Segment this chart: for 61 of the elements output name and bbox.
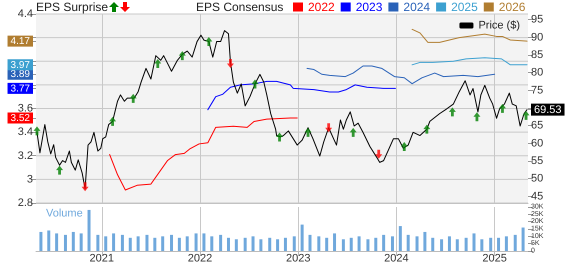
point — [251, 79, 258, 88]
point — [498, 104, 506, 113]
x-tick-label: 2022 — [188, 252, 212, 264]
legend-label: 2026 — [498, 0, 526, 14]
y2-tick-label: 85 — [531, 48, 544, 61]
text: EPS Surprise — [36, 0, 108, 14]
point — [33, 126, 40, 136]
y2-tick-label: 65 — [531, 120, 544, 132]
y2-tick-label: 69.53 — [534, 104, 562, 116]
point — [205, 37, 212, 46]
point — [109, 116, 116, 126]
point — [400, 142, 408, 151]
line-series — [306, 65, 496, 84]
point — [276, 132, 284, 142]
point — [56, 166, 64, 175]
legend-label: 2023 — [356, 0, 383, 14]
legend-label: 2022 — [308, 0, 336, 14]
y2-tick-label: 95 — [531, 14, 544, 26]
y2-tick-label: 80 — [531, 66, 544, 79]
legend-label: 2025 — [451, 0, 478, 14]
y-tick-label: 3.97 — [10, 60, 30, 71]
line-series — [207, 80, 396, 110]
line-series — [109, 117, 298, 191]
point — [448, 107, 456, 116]
legend-label: Price ($) — [478, 20, 520, 32]
y-tick-label: 3.77 — [10, 83, 30, 94]
point — [226, 58, 234, 68]
y2-tick-label: 90 — [531, 31, 544, 44]
y2-tick-label: 60 — [531, 137, 544, 150]
line-series — [412, 57, 528, 66]
y-tick-label: 3.52 — [10, 112, 30, 124]
point — [473, 112, 480, 122]
y-tick-label: 3.4 — [18, 126, 33, 138]
y2-tick-label: 50 — [531, 172, 544, 185]
y-tick-label: 3.6 — [18, 102, 33, 114]
point — [154, 58, 162, 68]
point — [375, 150, 382, 159]
y2-tick-label: 45 — [531, 190, 544, 202]
point — [325, 123, 332, 132]
y2-tick-label: 75 — [531, 84, 544, 96]
y-tick-label: 3.2 — [18, 150, 33, 162]
point — [423, 124, 430, 134]
y-tick-label: 2.8 — [18, 197, 33, 209]
point — [130, 94, 137, 103]
x-tick-label: 2021 — [90, 252, 114, 264]
x-tick-label: 2025 — [482, 252, 507, 264]
y-tick-label: 4.17 — [10, 36, 30, 48]
y-tick-label: 3.89 — [10, 69, 30, 80]
point — [82, 182, 89, 192]
y2-tick-label: 55 — [531, 154, 544, 167]
x-tick-label: 2023 — [286, 252, 310, 264]
y-tick-label: 4.4 — [18, 8, 33, 20]
legend-title: EPS Consensus — [196, 0, 284, 14]
legend-label: 2024 — [403, 0, 430, 14]
point — [350, 128, 357, 137]
point — [522, 110, 530, 120]
y-tick-label: 3 — [26, 173, 33, 186]
legend-label: Volume — [46, 208, 83, 220]
point — [178, 51, 186, 60]
x-tick-label: 2024 — [384, 252, 409, 264]
point — [304, 128, 312, 137]
